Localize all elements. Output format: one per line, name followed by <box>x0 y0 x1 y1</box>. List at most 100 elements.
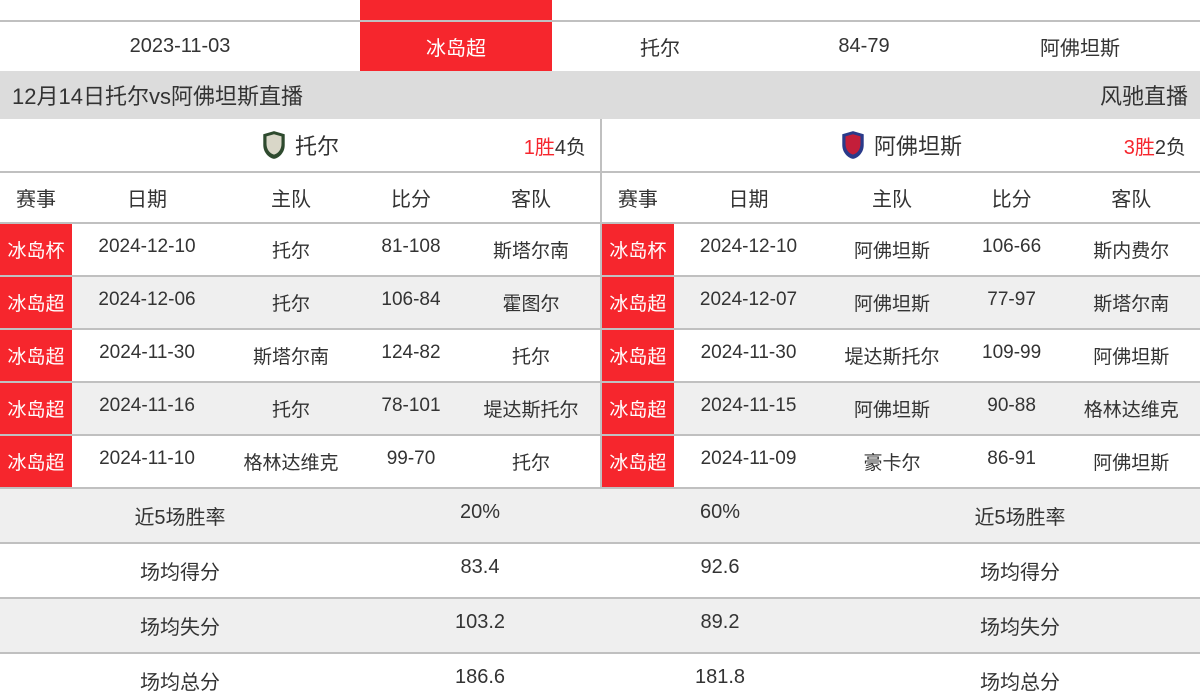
stats-value-right: 89.2 <box>600 599 840 652</box>
stats-row-winrate: 近5场胜率20%60%近5场胜率 <box>0 489 1200 544</box>
h2h-row <box>0 0 1200 21</box>
cell-score: 106-84 <box>360 277 462 328</box>
team-record: 3胜2负 <box>1124 131 1186 160</box>
cell-date: 2024-11-09 <box>674 436 824 487</box>
h2h-score: 84-79 <box>768 21 960 71</box>
stats-label-right: 场均总分 <box>840 654 1200 697</box>
stats-value-right: 60% <box>600 489 840 542</box>
h2h-league: 冰岛超 <box>360 21 552 71</box>
cell-home: 阿佛坦斯 <box>823 383 961 434</box>
cell-home: 格林达维克 <box>222 436 360 487</box>
stats-label-left: 场均总分 <box>0 654 360 697</box>
cell-date: 2024-12-10 <box>72 224 222 275</box>
banner-right: 风驰直播 <box>1100 79 1188 111</box>
col-date: 日期 <box>72 173 222 222</box>
cell-away: 霍图尔 <box>462 277 600 328</box>
cell-date: 2024-11-16 <box>72 383 222 434</box>
schedule-row[interactable]: 冰岛超2024-11-30堤达斯托尔109-99阿佛坦斯 <box>602 330 1200 383</box>
cell-score: 86-91 <box>961 436 1063 487</box>
col-score: 比分 <box>961 173 1063 222</box>
col-score: 比分 <box>360 173 462 222</box>
schedule-row[interactable]: 冰岛杯2024-12-10托尔81-108斯塔尔南 <box>0 224 600 277</box>
h2h-score <box>768 0 960 21</box>
cell-away: 托尔 <box>462 436 600 487</box>
stats-value-left: 186.6 <box>360 654 600 697</box>
cell-away: 斯内费尔 <box>1062 224 1200 275</box>
team-header: 阿佛坦斯 3胜2负 <box>602 119 1200 173</box>
stats-label-right: 场均得分 <box>840 544 1200 597</box>
col-league: 赛事 <box>0 173 72 222</box>
stats-label-left: 场均得分 <box>0 544 360 597</box>
schedule-row[interactable]: 冰岛超2024-12-06托尔106-84霍图尔 <box>0 277 600 330</box>
cell-score: 124-82 <box>360 330 462 381</box>
cell-league: 冰岛超 <box>602 436 674 487</box>
cell-league: 冰岛杯 <box>602 224 674 275</box>
cell-home: 豪卡尔 <box>823 436 961 487</box>
cell-score: 99-70 <box>360 436 462 487</box>
col-home: 主队 <box>222 173 360 222</box>
h2h-league <box>360 0 552 21</box>
cell-home: 托尔 <box>222 277 360 328</box>
team-header: 托尔 1胜4负 <box>0 119 600 173</box>
schedule-row[interactable]: 冰岛超2024-11-16托尔78-101堤达斯托尔 <box>0 383 600 436</box>
cell-away: 格林达维克 <box>1062 383 1200 434</box>
cell-score: 81-108 <box>360 224 462 275</box>
team-record: 1胜4负 <box>524 131 586 160</box>
stats-row-papg: 场均失分103.289.2场均失分 <box>0 599 1200 654</box>
cell-home: 托尔 <box>222 224 360 275</box>
stats-label-right: 场均失分 <box>840 599 1200 652</box>
stats-value-left: 20% <box>360 489 600 542</box>
team-crest-icon <box>261 130 287 160</box>
cell-date: 2024-12-07 <box>674 277 824 328</box>
stats-label-left: 近5场胜率 <box>0 489 360 542</box>
schedule-row[interactable]: 冰岛超2024-11-15阿佛坦斯90-88格林达维克 <box>602 383 1200 436</box>
stats-row-totpg: 场均总分186.6181.8场均总分 <box>0 654 1200 697</box>
col-league: 赛事 <box>602 173 674 222</box>
schedule-row[interactable]: 冰岛杯2024-12-10阿佛坦斯106-66斯内费尔 <box>602 224 1200 277</box>
cell-league: 冰岛超 <box>0 383 72 434</box>
cell-home: 堤达斯托尔 <box>823 330 961 381</box>
cell-score: 77-97 <box>961 277 1063 328</box>
stats-value-right: 92.6 <box>600 544 840 597</box>
cell-date: 2024-11-15 <box>674 383 824 434</box>
schedule-row[interactable]: 冰岛超2024-11-30斯塔尔南124-82托尔 <box>0 330 600 383</box>
schedule-row[interactable]: 冰岛超2024-12-07阿佛坦斯77-97斯塔尔南 <box>602 277 1200 330</box>
stats-label-right: 近5场胜率 <box>840 489 1200 542</box>
col-home: 主队 <box>823 173 961 222</box>
panel-right-team: 阿佛坦斯 3胜2负赛事日期主队比分客队冰岛杯2024-12-10阿佛坦斯106-6… <box>600 119 1200 489</box>
h2h-date: 2023-11-03 <box>0 21 360 71</box>
h2h-opponent <box>552 0 768 21</box>
col-date: 日期 <box>674 173 824 222</box>
head-to-head-table: 2023-11-03冰岛超托尔84-79阿佛坦斯 <box>0 0 1200 71</box>
cell-date: 2024-11-30 <box>72 330 222 381</box>
col-away: 客队 <box>462 173 600 222</box>
cell-away: 阿佛坦斯 <box>1062 330 1200 381</box>
cell-home: 托尔 <box>222 383 360 434</box>
schedule-header: 赛事日期主队比分客队 <box>602 173 1200 224</box>
team-name: 托尔 <box>295 129 339 161</box>
h2h-date <box>0 0 360 21</box>
cell-date: 2024-12-10 <box>674 224 824 275</box>
panel-left-team: 托尔 1胜4负赛事日期主队比分客队冰岛杯2024-12-10托尔81-108斯塔尔… <box>0 119 600 489</box>
col-away: 客队 <box>1062 173 1200 222</box>
cell-league: 冰岛超 <box>0 277 72 328</box>
cell-league: 冰岛超 <box>602 383 674 434</box>
stats-row-ppg: 场均得分83.492.6场均得分 <box>0 544 1200 599</box>
h2h-opponent: 托尔 <box>552 21 768 71</box>
schedule-row[interactable]: 冰岛超2024-11-10格林达维克99-70托尔 <box>0 436 600 489</box>
schedule-row[interactable]: 冰岛超2024-11-09豪卡尔86-91阿佛坦斯 <box>602 436 1200 489</box>
cell-home: 阿佛坦斯 <box>823 277 961 328</box>
cell-league: 冰岛超 <box>602 277 674 328</box>
cell-away: 堤达斯托尔 <box>462 383 600 434</box>
stats-value-right: 181.8 <box>600 654 840 697</box>
cell-league: 冰岛超 <box>602 330 674 381</box>
cell-away: 阿佛坦斯 <box>1062 436 1200 487</box>
schedule-header: 赛事日期主队比分客队 <box>0 173 600 224</box>
cell-score: 78-101 <box>360 383 462 434</box>
cell-score: 90-88 <box>961 383 1063 434</box>
cell-away: 斯塔尔南 <box>1062 277 1200 328</box>
banner-left: 12月14日托尔vs阿佛坦斯直播 <box>12 79 303 111</box>
team-name: 阿佛坦斯 <box>874 129 962 161</box>
cell-home: 斯塔尔南 <box>222 330 360 381</box>
cell-date: 2024-11-30 <box>674 330 824 381</box>
